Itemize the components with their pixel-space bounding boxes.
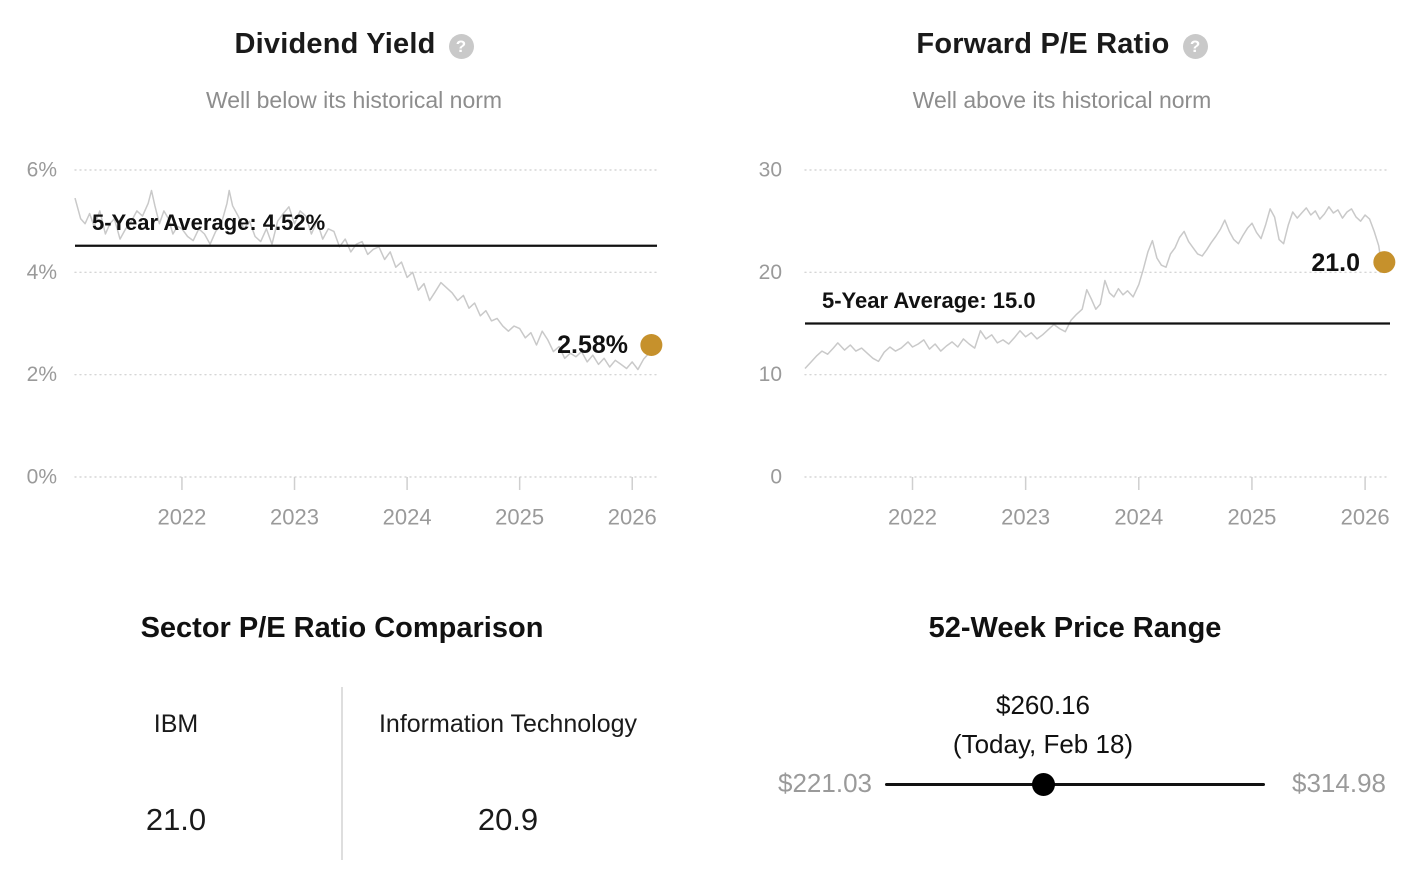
help-icon[interactable]: ?	[1182, 34, 1208, 59]
price-range-marker	[1031, 772, 1055, 796]
x-tick-label: 2025	[495, 505, 544, 530]
current-value-label: 2.58%	[557, 331, 628, 359]
current-price-note: (Today, Feb 18)	[952, 729, 1134, 759]
x-tick-label: 2025	[1227, 505, 1276, 530]
comparison-label-ibm: IBM	[153, 710, 199, 738]
x-tick-label: 2022	[157, 505, 206, 530]
comparison-value-ibm: 21.0	[145, 802, 207, 837]
price-range-title: 52-Week Price Range	[928, 612, 1222, 644]
current-value-dot	[640, 333, 663, 356]
y-tick-label: 10	[759, 363, 782, 386]
current-price: $260.16	[996, 690, 1090, 720]
y-tick-label: 0%	[27, 466, 57, 489]
y-tick-label: 6%	[27, 159, 57, 182]
help-icon[interactable]: ?	[448, 34, 474, 59]
x-tick-label: 2022	[888, 505, 937, 530]
current-value-dot	[1373, 251, 1396, 274]
y-tick-label: 2%	[27, 363, 57, 386]
comparison-value-sector: 20.9	[477, 802, 539, 837]
y-tick-label: 30	[759, 159, 782, 182]
chart-subtitle-dividend-yield: Well below its historical norm	[205, 87, 503, 113]
x-tick-label: 2024	[383, 505, 432, 530]
chart-title-forward-pe: Forward P/E Ratio	[916, 28, 1170, 60]
dividend-yield-header: Dividend Yield ?	[0, 28, 708, 61]
dividend-yield-chart: 0% 2% 4% 6% 2022 2023 2024 2025 2026	[27, 159, 663, 530]
average-line-label: 5-Year Average: 4.52%	[92, 210, 326, 235]
x-tick-label: 2026	[608, 505, 657, 530]
y-tick-label: 0	[770, 466, 782, 489]
price-range-high: $314.98	[1292, 768, 1386, 798]
x-tick-label: 2023	[1001, 505, 1050, 530]
x-tick-label: 2023	[270, 505, 319, 530]
forward-pe-header: Forward P/E Ratio ?	[708, 28, 1416, 61]
comparison-label-sector: Information Technology	[378, 710, 638, 738]
forward-pe-chart: 0 10 20 30 2022 2023 2024 2025 2026	[759, 159, 1396, 530]
vertical-divider	[341, 687, 343, 860]
current-value-label: 21.0	[1311, 249, 1360, 277]
y-tick-label: 20	[759, 261, 782, 284]
current-price-block: $260.16 (Today, Feb 18)	[893, 686, 1193, 764]
chart-subtitle-forward-pe: Well above its historical norm	[912, 87, 1212, 113]
chart-title-dividend-yield: Dividend Yield	[234, 28, 436, 60]
series-line	[74, 189, 653, 371]
average-line-label: 5-Year Average: 15.0	[822, 288, 1036, 313]
price-range-track	[885, 783, 1265, 786]
sector-comparison-title: Sector P/E Ratio Comparison	[140, 612, 544, 644]
x-tick-label: 2026	[1341, 505, 1390, 530]
y-tick-label: 4%	[27, 261, 57, 284]
x-tick-label: 2024	[1114, 505, 1163, 530]
series-line	[804, 206, 1386, 370]
price-range-low: $221.03	[778, 768, 872, 798]
